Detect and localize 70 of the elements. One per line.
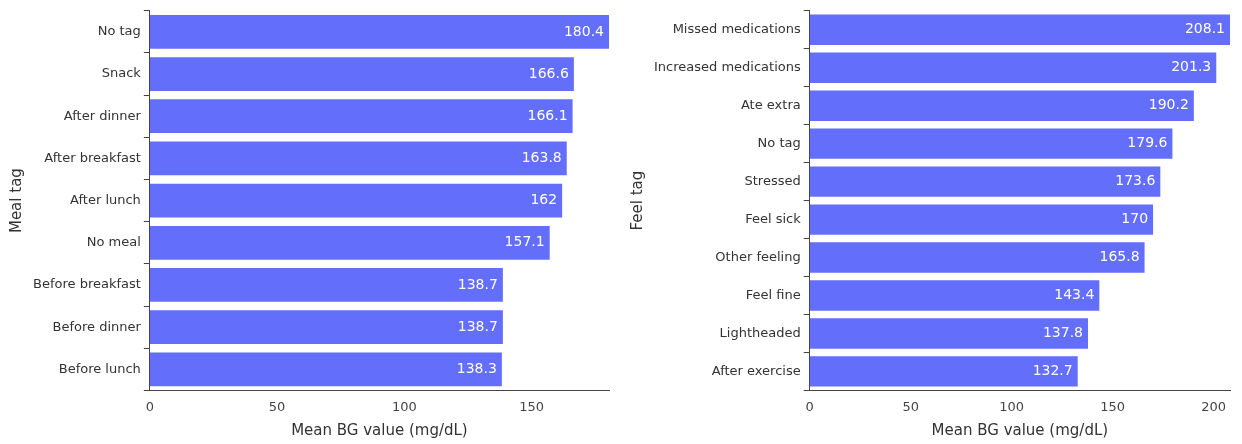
- y-axis-title: Feel tag: [627, 170, 646, 231]
- x-tick-label: 50: [902, 398, 919, 414]
- y-axis-title: Meal tag: [6, 168, 25, 234]
- y-tick-label: Stressed: [744, 172, 801, 188]
- x-tick-label: 150: [519, 398, 545, 414]
- y-tick-label: Lightheaded: [719, 324, 801, 340]
- y-tick-label: After exercise: [711, 362, 801, 378]
- data-label: 173.6: [1115, 172, 1156, 189]
- data-label: 166.6: [528, 64, 569, 81]
- data-label: 170: [1121, 210, 1149, 227]
- bar: [809, 14, 1230, 45]
- bar: [809, 204, 1154, 235]
- x-tick-label: 50: [268, 398, 286, 414]
- x-tick-label: 0: [805, 398, 814, 414]
- data-label: 132.7: [1032, 362, 1073, 379]
- data-label: 138.7: [457, 275, 498, 292]
- y-tick-label: Missed medications: [672, 21, 801, 37]
- bar: [809, 166, 1161, 197]
- data-label: 162: [530, 191, 558, 208]
- bar: [149, 15, 609, 49]
- bar: [149, 352, 502, 387]
- y-tick-label: Before breakfast: [32, 276, 141, 292]
- y-tick-label: No tag: [97, 23, 141, 39]
- data-label: 163.8: [521, 149, 562, 166]
- data-label: 138.3: [456, 359, 497, 376]
- bar: [149, 99, 573, 134]
- data-label: 143.4: [1054, 286, 1095, 303]
- data-label: 137.8: [1042, 324, 1084, 341]
- data-label: 190.2: [1148, 96, 1189, 113]
- bar: [149, 141, 567, 176]
- y-tick-label: Before dinner: [52, 318, 142, 334]
- bar: [149, 225, 550, 260]
- y-tick-label: Feel fine: [745, 286, 801, 302]
- data-label: 165.8: [1099, 248, 1140, 265]
- x-tick-label: 200: [1201, 398, 1227, 414]
- bar: [149, 183, 563, 218]
- bar: [809, 242, 1145, 273]
- bar: [809, 356, 1078, 387]
- x-axis-title: Mean BG value (mg/dL): [931, 420, 1109, 439]
- bar: [809, 280, 1100, 311]
- y-tick-label: After dinner: [63, 107, 142, 123]
- bar: [149, 310, 503, 344]
- bar: [809, 90, 1194, 121]
- y-tick-label: Before lunch: [58, 360, 141, 376]
- x-tick-label: 100: [391, 398, 417, 414]
- y-tick-label: After lunch: [70, 191, 141, 207]
- y-tick-label: After breakfast: [44, 149, 141, 165]
- y-tick-label: Snack: [101, 65, 142, 81]
- y-tick-label: Ate extra: [740, 97, 801, 113]
- bar: [809, 52, 1217, 83]
- data-label: 166.1: [527, 106, 568, 123]
- data-label: 180.4: [563, 22, 605, 39]
- bar: [809, 128, 1173, 159]
- y-tick-label: Increased medications: [653, 59, 801, 75]
- y-tick-label: Other feeling: [715, 248, 801, 264]
- y-tick-label: Feel sick: [745, 210, 802, 226]
- bar: [149, 57, 574, 91]
- data-label: 157.1: [504, 233, 545, 250]
- data-label: 201.3: [1171, 58, 1212, 75]
- bar: [149, 268, 503, 302]
- x-tick-label: 0: [145, 398, 154, 414]
- data-label: 208.1: [1184, 20, 1225, 37]
- x-tick-label: 150: [1100, 398, 1126, 414]
- x-axis-title: Mean BG value (mg/dL): [291, 420, 468, 439]
- y-tick-label: No meal: [86, 234, 141, 250]
- bar: [809, 318, 1089, 349]
- x-tick-label: 100: [999, 398, 1025, 414]
- data-label: 179.6: [1127, 134, 1168, 151]
- data-label: 138.7: [457, 317, 498, 334]
- y-tick-label: No tag: [757, 135, 801, 151]
